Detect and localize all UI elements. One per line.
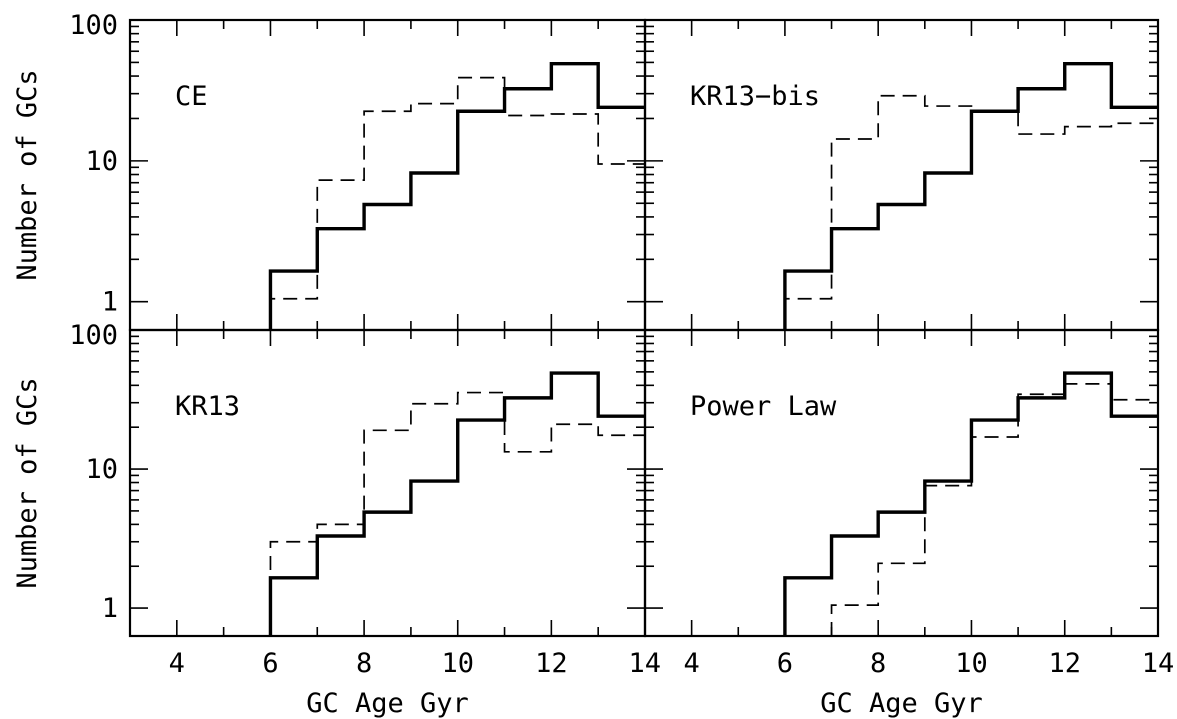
solid-series [268,371,645,636]
panel-frame [643,328,1160,638]
x-axis-label: GC Age Gyr [306,688,469,719]
x-tick-label-6: 6 [777,648,793,679]
solid-series [783,371,1158,636]
solid-series [268,61,645,330]
y-tick-label-10-top: 10 [85,146,118,177]
x-tick-label-14: 14 [1142,648,1175,679]
panel-label: KR13 [175,391,240,422]
panel-label: Power Law [690,391,837,422]
x-tick-label-12: 12 [535,648,568,679]
panel-label: CE [175,81,208,112]
x-axis-label: GC Age Gyr [820,688,983,719]
panel-2 [643,18,1160,332]
x-tick-label-4: 4 [684,648,700,679]
x-tick-label-8: 8 [870,648,886,679]
panel-frame [643,18,1160,332]
panel-frame [128,18,647,332]
y-tick-label-100-bottom: 100 [69,320,118,351]
panel-3 [128,328,647,638]
y-tick-label-10-bottom: 10 [85,454,118,485]
x-tick-label-12: 12 [1048,648,1081,679]
y-tick-label-100-top: 100 [69,10,118,41]
x-tick-label-14: 14 [628,648,661,679]
x-tick-label-8: 8 [356,648,372,679]
panel-4 [643,328,1160,638]
panel-1 [128,18,647,332]
y-tick-label-1-top: 1 [102,287,118,318]
y-tick-label-1-bottom: 1 [102,593,118,624]
x-tick-label-4: 4 [169,648,185,679]
dashed-series [269,76,645,330]
panel-label: KR13−bis [690,81,820,112]
y-axis-label: Number of GCs [12,377,43,588]
y-axis-label: Number of GCs [12,69,43,280]
dashed-series [784,94,1158,330]
x-tick-label-6: 6 [262,648,278,679]
x-tick-label-10: 10 [955,648,988,679]
panel-frame [128,328,647,638]
dashed-series [269,391,645,636]
solid-series [783,61,1158,330]
x-tick-label-10: 10 [441,648,474,679]
